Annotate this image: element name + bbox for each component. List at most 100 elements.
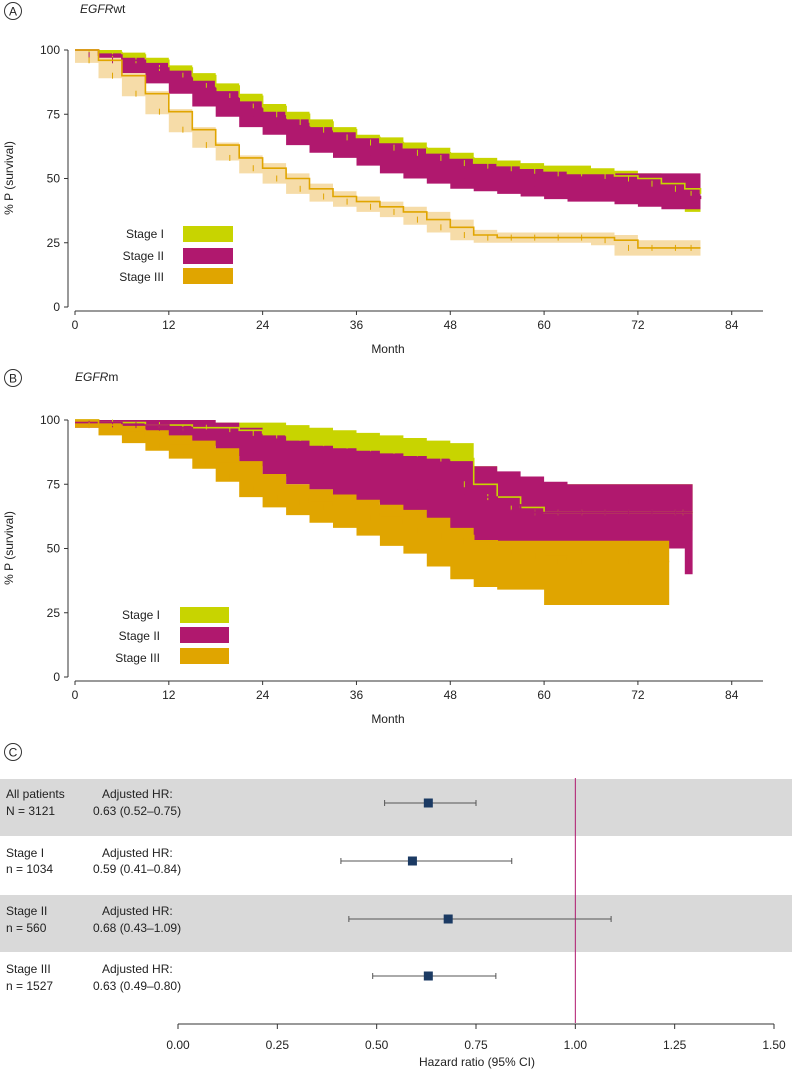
forest-row-1-hr-text: 0.59 (0.41–0.84) (93, 862, 181, 876)
plotA-band-stage-ii (75, 50, 701, 210)
plotB-xtick-label: 72 (631, 688, 645, 702)
forest-row-3-hr-text: 0.63 (0.49–0.80) (93, 979, 181, 993)
forest-row-1-point (407, 856, 417, 866)
plotB-ytick-label: 25 (47, 606, 61, 620)
panel-c: C All patients N = 3121 Adjusted HR: 0.6… (0, 743, 792, 1069)
plotA-xtick-label: 36 (350, 318, 364, 332)
plotA-ytick-label: 100 (40, 43, 60, 57)
plotB-ytick-label: 0 (53, 670, 60, 684)
legend-a-stage2-swatch (183, 248, 233, 264)
forest-row-2-group: Stage II (6, 904, 47, 918)
plotA-xtick-label: 72 (631, 318, 645, 332)
forest-row-3-n: n = 1527 (6, 979, 53, 993)
panel-a-title-italic: EGFR (80, 2, 114, 16)
plotB-xtick-label: 36 (350, 688, 364, 702)
plotB-xtick-label: 84 (725, 688, 739, 702)
panel-c-letter: C (9, 746, 18, 760)
legend-b-stage3-swatch (180, 648, 229, 664)
legend-a-stage3-swatch (183, 268, 233, 284)
legend-a-stage2-label: Stage II (123, 249, 164, 263)
plotA-xtick-label: 12 (162, 318, 176, 332)
panel-a-title: EGFRwt (80, 2, 126, 16)
plotB-ytick-label: 50 (47, 542, 61, 556)
forest-xtick-label: 1.25 (663, 1038, 687, 1052)
forest-row-0-shade (0, 779, 792, 836)
forest-axis: 0.00 0.25 0.50 0.75 1.00 1.25 1.50 (166, 1023, 786, 1052)
legend-a-stage1-label: Stage I (126, 227, 164, 241)
forest-row-0-group: All patients (6, 787, 65, 801)
plotA-ytick-label: 0 (53, 300, 60, 314)
panel-b-legend: Stage I Stage II Stage III (115, 607, 229, 665)
forest-row-3-group: Stage III (6, 962, 51, 976)
forest-row-1-hr-label: Adjusted HR: (102, 846, 173, 860)
plotB-xtick-label: 60 (537, 688, 551, 702)
forest-row-3-point (423, 971, 433, 981)
plotA-xtick-label: 60 (537, 318, 551, 332)
panel-a-badge (4, 2, 22, 20)
panel-b-ylabel: % P (survival) (2, 511, 16, 585)
legend-a-stage3-label: Stage III (119, 270, 164, 284)
plotA-ytick-label: 50 (47, 172, 61, 186)
panel-b-title-rest: m (108, 370, 118, 384)
forest-row-0-n: N = 3121 (6, 804, 55, 818)
forest-xlabel: Hazard ratio (95% CI) (419, 1055, 535, 1069)
forest-xtick-label: 0.50 (365, 1038, 389, 1052)
legend-a-stage1-swatch (183, 226, 233, 242)
panel-a-letter: A (9, 5, 17, 19)
forest-marks (340, 798, 612, 981)
panel-b-letter: B (9, 372, 17, 386)
panel-a-title-rest: wt (112, 2, 126, 16)
panel-b-xlabel: Month (371, 712, 404, 726)
panel-b-badge (4, 369, 22, 387)
plotB-xtick-label: 24 (256, 688, 270, 702)
forest-xtick-label: 0.25 (266, 1038, 290, 1052)
plotB-xtick-label: 12 (162, 688, 176, 702)
plotB-curve-stage-ii (75, 421, 693, 514)
forest-row-0-hr-text: 0.63 (0.52–0.75) (93, 804, 181, 818)
plotB-band-stage-ii (75, 420, 693, 575)
plotB-xtick-label: 0 (72, 688, 79, 702)
forest-row-1-n: n = 1034 (6, 862, 53, 876)
legend-b-stage1-swatch (180, 607, 229, 623)
panel-c-badge (4, 743, 22, 761)
panel-b-axes: 0 12 24 36 48 60 72 84 0 25 50 75 100 (40, 413, 763, 702)
legend-b-stage2-label: Stage II (119, 629, 160, 643)
forest-row-1: Stage I n = 1034 Adjusted HR: 0.59 (0.41… (6, 846, 181, 876)
plotB-ytick-label: 100 (40, 413, 60, 427)
plotB-ytick-label: 75 (47, 477, 61, 491)
panel-b-lines (75, 419, 693, 565)
plotB-curve-stage-i (75, 419, 693, 514)
panel-a-lines (75, 49, 702, 251)
forest-row-2-shade (0, 895, 792, 952)
panel-b-title: EGFRm (75, 370, 118, 384)
plotA-band-stage-iii (75, 50, 701, 256)
forest-row-2: Stage II n = 560 Adjusted HR: 0.68 (0.43… (6, 904, 181, 935)
plotA-ytick-label: 25 (47, 236, 61, 250)
forest-xtick-label: 0.00 (166, 1038, 190, 1052)
forest-row-1-group: Stage I (6, 846, 44, 860)
forest-xtick-label: 1.50 (762, 1038, 786, 1052)
plotA-curve-stage-i (75, 49, 702, 194)
plotA-curve-stage-iii (75, 49, 701, 249)
panel-a-legend: Stage I Stage II Stage III (119, 226, 233, 284)
panel-a-xlabel: Month (371, 342, 404, 356)
forest-row-2-hr-label: Adjusted HR: (102, 904, 173, 918)
plotA-xtick-label: 48 (444, 318, 458, 332)
forest-row-2-n: n = 560 (6, 921, 47, 935)
legend-b-stage3-label: Stage III (115, 651, 160, 665)
forest-xtick-label: 1.00 (564, 1038, 588, 1052)
plotA-xtick-label: 0 (72, 318, 79, 332)
forest-row-0: All patients N = 3121 Adjusted HR: 0.63 … (6, 787, 181, 818)
legend-b-stage1-label: Stage I (122, 608, 160, 622)
legend-b-stage2-swatch (180, 627, 229, 643)
plotA-xtick-label: 24 (256, 318, 270, 332)
forest-row-shading (0, 779, 792, 952)
panel-a-axes: 0 12 24 36 48 60 72 84 0 25 50 75 100 (40, 43, 763, 332)
panel-a: A EGFRwt 0 12 24 36 48 60 72 84 0 25 50 75 100 Month… (2, 2, 763, 356)
forest-row-0-hr-label: Adjusted HR: (102, 787, 173, 801)
panel-a-ylabel: % P (survival) (2, 141, 16, 215)
forest-row-2-point (443, 914, 453, 924)
plotB-xtick-label: 48 (444, 688, 458, 702)
forest-row-3: Stage III n = 1527 Adjusted HR: 0.63 (0.… (6, 962, 181, 993)
